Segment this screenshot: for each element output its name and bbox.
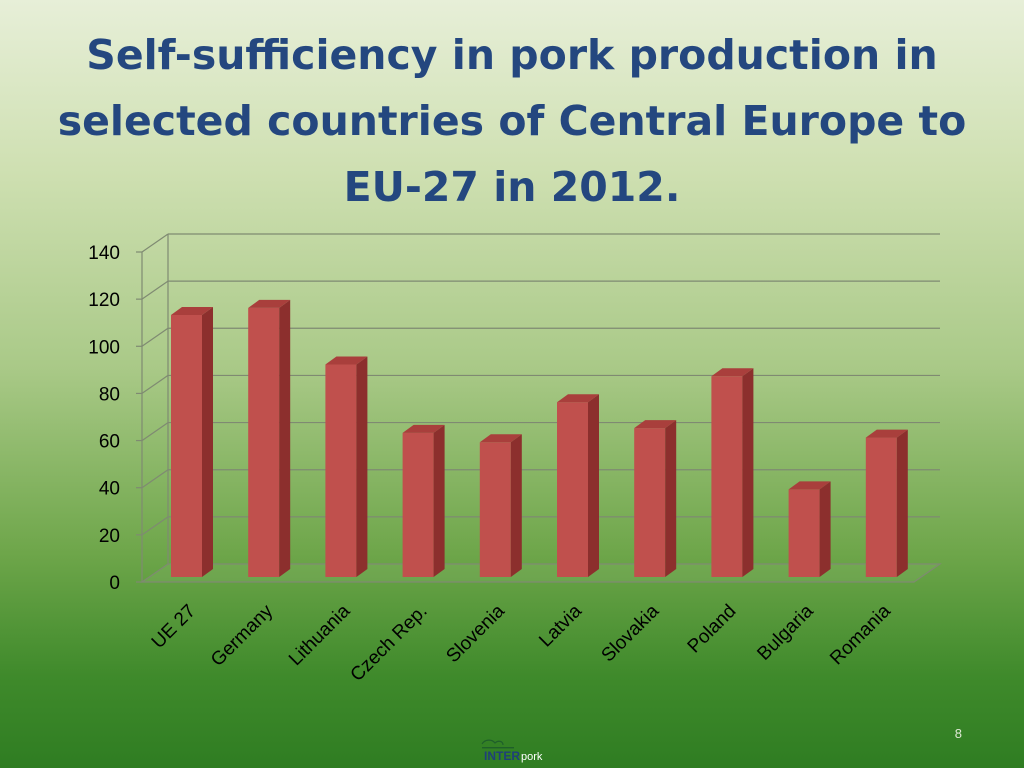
gridline-depth <box>141 469 169 489</box>
bar-side <box>742 368 754 577</box>
bar-side <box>819 481 831 577</box>
bar-front <box>325 364 357 577</box>
bar-top <box>248 299 291 308</box>
gridline-depth <box>141 233 169 253</box>
bar-front <box>634 428 666 577</box>
bar-top <box>788 481 831 490</box>
y-tick-label: 100 <box>88 337 120 358</box>
x-tick-label: Lithuania <box>285 600 355 670</box>
gridline-depth <box>141 327 169 347</box>
bar-top <box>711 368 754 377</box>
bar <box>325 356 368 577</box>
bar-side <box>279 299 291 577</box>
bar <box>248 299 291 577</box>
y-tick-label: 80 <box>99 384 120 405</box>
bar-top <box>171 307 213 315</box>
gridline-depth <box>141 374 169 394</box>
bar-front <box>402 432 434 577</box>
bar-side <box>433 424 445 577</box>
pig-logo-icon: INTER pork <box>481 739 543 763</box>
bar <box>479 434 522 577</box>
y-tick-label: 40 <box>99 479 120 500</box>
bar-top <box>479 434 522 443</box>
gridline-depth <box>141 516 169 536</box>
bar-side <box>356 356 368 577</box>
bar-front <box>788 489 820 577</box>
chart-bars <box>171 299 908 577</box>
bar-side <box>510 434 522 577</box>
bar-front <box>171 315 202 577</box>
x-tick-label: Germany <box>207 600 277 670</box>
bar-side <box>588 394 599 577</box>
y-tick-label: 0 <box>109 573 120 594</box>
bar-side <box>665 420 677 577</box>
bar <box>865 429 908 577</box>
x-tick-label: Slovakia <box>598 600 664 666</box>
gridline-depth <box>141 280 169 300</box>
page-number: 8 <box>954 726 962 741</box>
bar-side <box>202 307 213 577</box>
y-tick-label: 60 <box>99 432 120 453</box>
slide-title: Self-sufficiency in pork production in s… <box>57 31 967 211</box>
bar-top <box>634 420 677 429</box>
bar <box>634 420 677 577</box>
bar-top <box>325 356 368 365</box>
x-tick-label: Bulgaria <box>753 600 817 664</box>
gridline-depth <box>141 422 169 442</box>
y-axis-labels: 0 20 40 60 80 100 120 140 <box>88 243 120 594</box>
bar-top <box>557 394 599 403</box>
x-tick-label: Poland <box>684 601 741 658</box>
bar-front <box>479 442 511 577</box>
y-tick-label: 120 <box>88 290 120 311</box>
x-tick-label: Slovenia <box>442 600 509 667</box>
logo-text-main: INTER <box>484 749 520 763</box>
bar-front <box>248 307 280 577</box>
logo-text-sub: pork <box>521 751 543 763</box>
y-tick-label: 20 <box>99 526 120 547</box>
bar <box>171 307 213 577</box>
y-tick-label: 140 <box>88 243 120 264</box>
x-tick-label: UE 27 <box>148 601 200 653</box>
bar-top <box>865 429 908 438</box>
bar <box>711 368 754 577</box>
x-tick-label: Romania <box>826 600 895 669</box>
bar-front <box>865 437 897 577</box>
bar-side <box>896 429 908 577</box>
bar <box>557 394 599 577</box>
bar <box>402 424 445 577</box>
x-tick-label: Latvia <box>535 600 586 651</box>
bar-top <box>402 424 445 433</box>
bar-front <box>711 376 743 577</box>
bar-front <box>557 402 588 577</box>
x-tick-label: Czech Rep. <box>347 601 432 686</box>
bar <box>788 481 831 577</box>
